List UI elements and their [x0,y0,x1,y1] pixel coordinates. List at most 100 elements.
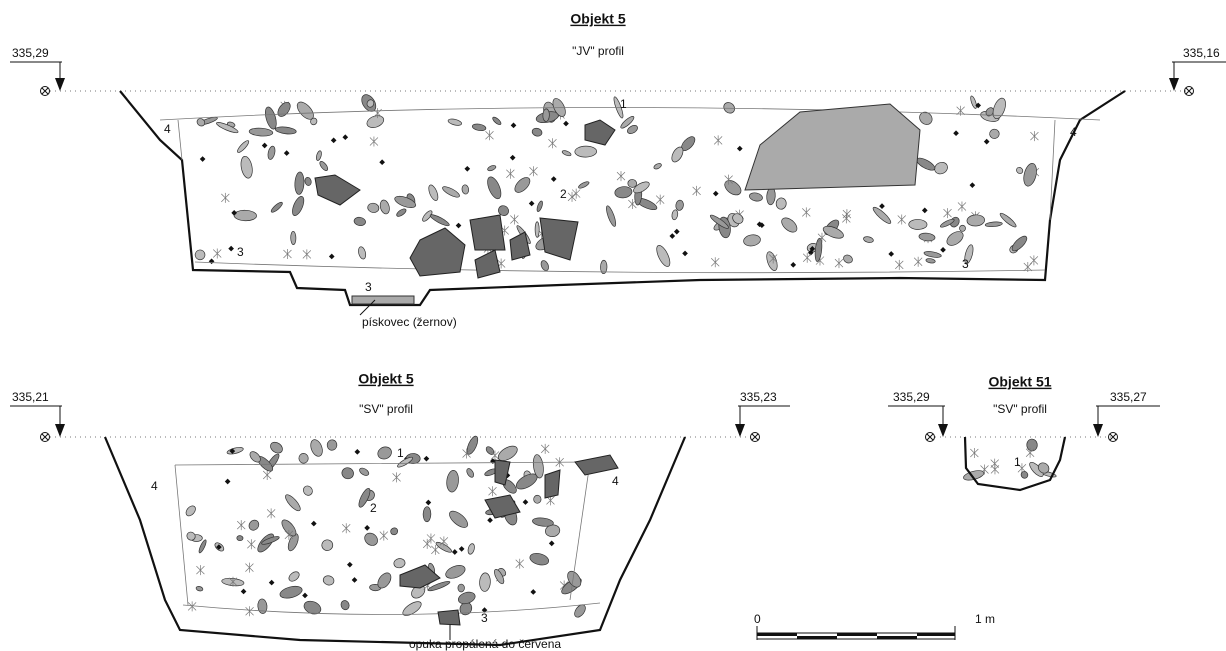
layer-label: 3 [237,245,244,259]
stone [366,115,385,128]
stone [196,118,206,127]
stone [578,181,590,189]
elevation: 335,23 [740,390,777,404]
stone [999,212,1017,228]
stone [992,97,1006,120]
stone [1023,163,1037,187]
daub [530,589,537,595]
charcoal-cross [616,171,626,182]
stone [627,125,638,134]
charcoal-cross [817,232,827,243]
charcoal-cross [392,472,401,483]
stone [226,447,244,455]
charcoal-cross [379,530,389,541]
daub [673,228,680,235]
stone [461,184,470,195]
daub [379,159,385,166]
stone [471,123,487,132]
stone [358,246,367,260]
daub [481,607,488,613]
charcoal-cross [957,201,967,212]
charcoal-cross [245,606,254,617]
stone [310,439,323,457]
stone [606,205,617,227]
daub [969,182,976,188]
stone [316,150,322,161]
stone [290,230,297,245]
stone [310,117,318,126]
stone [923,251,942,258]
stone [379,199,390,215]
charcoal-cross [212,248,222,259]
charcoal-cross [970,447,979,458]
daub [548,540,555,547]
stone [487,165,497,172]
stone [445,565,466,579]
layer-label: 1 [620,97,627,111]
stone [285,494,301,512]
layer-label: 4 [151,479,158,493]
stone [340,600,350,611]
stone [233,209,257,222]
charcoal-cross [802,252,812,263]
stone [843,254,853,264]
stone [427,580,451,592]
stone [292,196,305,217]
charcoal-cross [724,174,733,185]
charcoal-cross [571,188,581,199]
stone [561,150,572,157]
stone [185,505,196,517]
large-stone [744,103,921,191]
stones [185,94,1057,618]
stone [377,446,392,460]
stone [732,213,744,224]
stone [394,195,417,208]
stone [814,237,823,262]
charcoal-cross [567,191,577,202]
stone [366,99,375,108]
stone [775,197,787,210]
pit-outline [963,436,1067,492]
charcoal-cross [913,256,923,267]
stone [822,225,844,239]
stone [261,536,280,545]
stone [237,140,250,153]
stone [574,604,586,618]
charcoal-cross [768,253,778,264]
charcoal-cross [529,166,538,177]
daub [807,249,814,256]
charcoal-cross [266,508,276,519]
daub [879,203,885,209]
title: Objekt 5 [570,11,625,27]
stone [358,487,371,508]
charcoal-cross [426,533,436,544]
charcoal-cross [1017,463,1027,474]
stone [396,208,407,217]
daub [302,592,308,599]
daub [563,120,569,127]
leader [359,299,376,316]
stone [466,468,475,478]
daub [310,520,317,527]
stone [393,558,406,569]
stone [479,572,491,592]
daub [328,253,335,260]
stone [656,245,671,267]
stone [457,583,465,593]
charcoal-cross [990,464,1000,475]
daub [509,154,516,161]
daub [425,499,432,506]
charcoal-cross [628,198,637,209]
stone [939,218,955,228]
daub [669,233,676,239]
stone [533,494,542,504]
daub [224,478,231,485]
layer-label: 1 [1014,455,1021,469]
stone [449,510,469,528]
layer-label: 2 [560,187,567,201]
stone [919,111,933,125]
stone [422,506,432,523]
charcoal-cross [1029,255,1039,266]
stone [267,145,276,160]
